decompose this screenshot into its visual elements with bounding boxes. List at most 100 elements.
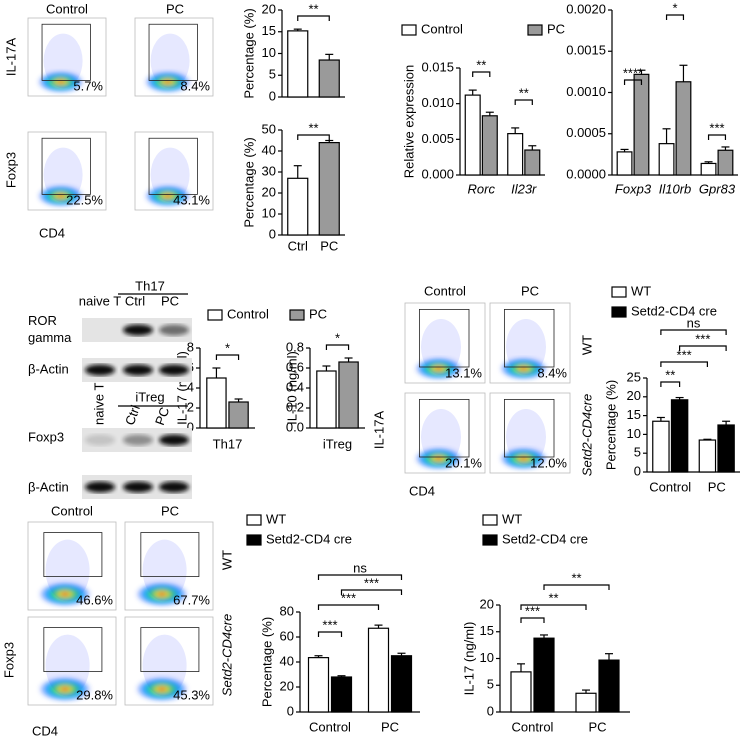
y-tick-label: 80	[280, 603, 294, 618]
bar	[717, 424, 735, 473]
y-tick-label: 20	[262, 1, 276, 16]
cell-scatter	[45, 634, 90, 697]
significance-bracket	[297, 134, 330, 140]
row-label: Setd2-CD4cre	[579, 394, 594, 476]
significance-bracket	[317, 631, 343, 637]
significance-label: ns	[687, 315, 701, 330]
legend-swatch	[611, 286, 627, 298]
y-tick-label: 0	[487, 703, 494, 718]
y-axis-label: IL-17A	[371, 411, 386, 450]
bar	[633, 73, 650, 176]
y-tick-label: 0.2	[286, 399, 304, 414]
y-tick-label: 10	[627, 426, 641, 441]
significance-label: **	[476, 57, 486, 72]
error-bar	[374, 624, 383, 629]
y-tick-label: 40	[280, 653, 294, 668]
y-tick-label: 10	[262, 205, 276, 220]
significance-label: **	[571, 570, 581, 585]
error-bar	[212, 367, 221, 378]
error-bar	[528, 145, 537, 151]
y-tick-label: 15	[627, 407, 641, 422]
column-label: PC	[521, 283, 539, 298]
error-bar	[344, 357, 353, 362]
cell-scatter	[506, 319, 546, 375]
bar	[670, 399, 689, 473]
significance-bracket	[317, 604, 380, 610]
legend-swatch	[611, 306, 627, 318]
error-bar	[293, 165, 302, 179]
y-tick-label: 20	[262, 184, 276, 199]
significance-label: ***	[364, 575, 379, 590]
legend-label: Setd2-CD4 cre	[631, 303, 717, 318]
legend-swatch	[401, 24, 417, 36]
y-tick-label: 0.0020	[566, 1, 606, 16]
x-tick-label: PC	[588, 719, 606, 734]
cell-density	[37, 71, 85, 93]
gate	[43, 627, 103, 672]
error-bar	[397, 652, 406, 656]
bar	[481, 115, 498, 176]
significance-bracket	[297, 15, 330, 21]
cell-scatter	[150, 147, 190, 203]
significance-label: ***	[322, 617, 337, 632]
lane-label: PC	[152, 405, 172, 427]
y-tick-label: 30	[262, 163, 276, 178]
y-tick-label: 10	[480, 650, 494, 665]
cell-scatter	[45, 539, 90, 602]
bar	[307, 657, 330, 713]
legend-label: Setd2-CD4 cre	[266, 531, 352, 546]
legend-swatch	[482, 534, 498, 546]
gate	[503, 398, 555, 458]
y-tick-label: 0.0	[286, 419, 304, 434]
significance-label: ns	[353, 560, 367, 575]
error-bar	[293, 28, 302, 31]
significance-bracket	[520, 604, 587, 610]
bar	[507, 133, 524, 176]
row-label: gamma	[28, 330, 72, 345]
significance-bracket	[665, 14, 685, 20]
gate	[148, 137, 198, 195]
gate-percentage: 8.4%	[537, 365, 567, 380]
y-tick-label: 5	[487, 677, 494, 692]
row-label: ROR	[28, 313, 57, 328]
y-tick-label: 0.0010	[566, 84, 606, 99]
bar	[287, 30, 309, 98]
y-tick-label: 0.005	[421, 131, 454, 146]
legend-label: WT	[631, 283, 651, 298]
y-tick-label: 10	[262, 45, 276, 60]
significance-bracket	[679, 345, 727, 351]
error-bar	[679, 64, 688, 82]
gate	[140, 532, 200, 577]
lane-label: naive T	[91, 383, 106, 425]
cell-density	[414, 357, 463, 380]
y-tick-label: 5	[269, 67, 276, 82]
cell-scatter	[142, 539, 187, 602]
gate	[148, 23, 198, 81]
gate	[418, 308, 470, 368]
y-axis-label: IL-17 (ng/ml)	[461, 622, 476, 696]
cell-density	[414, 447, 463, 470]
gate-percentage: 12.0%	[530, 455, 567, 470]
gate	[41, 23, 91, 81]
bar	[533, 637, 555, 713]
bar	[367, 627, 390, 713]
y-tick-label: 0	[634, 463, 641, 478]
y-tick-label: 0.0005	[566, 125, 606, 140]
cell-scatter	[506, 409, 546, 465]
y-tick-label: 2	[187, 399, 194, 414]
x-tick-label: iTreg	[323, 436, 352, 451]
legend-swatch	[482, 514, 498, 526]
cell-density	[144, 71, 192, 93]
gate-percentage: 67.7%	[173, 592, 210, 607]
y-tick-label: 0.6	[286, 359, 304, 374]
legend-label: Setd2-CD4 cre	[502, 531, 588, 546]
row-label: WT	[579, 335, 594, 355]
lane-label: PC	[161, 293, 179, 308]
bar	[206, 377, 227, 429]
column-label: Control	[424, 283, 466, 298]
blot-band	[159, 324, 189, 336]
gate	[140, 627, 200, 672]
x-tick-label: Gpr83	[699, 181, 736, 196]
error-bar	[721, 146, 730, 151]
